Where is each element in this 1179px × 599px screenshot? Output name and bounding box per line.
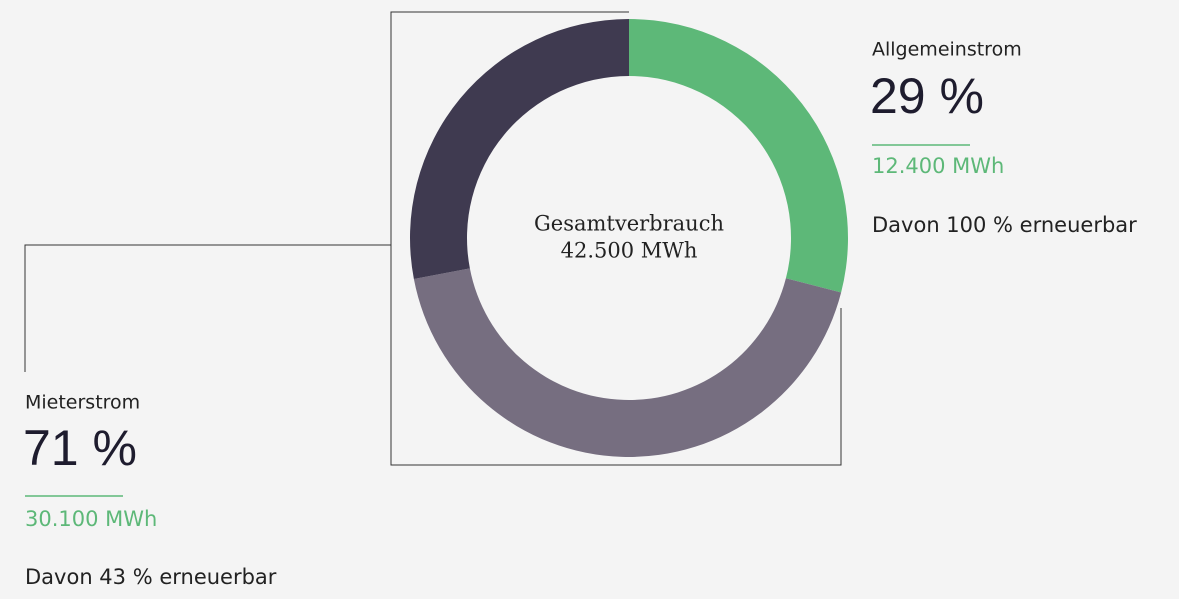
segment-amount: 30.100 MWh xyxy=(25,507,157,531)
center-value: 42.500 MWh xyxy=(561,239,698,263)
donut-segment xyxy=(410,19,629,280)
segment-share: 71 % xyxy=(23,420,137,476)
segment-note: Davon 43 % erneuerbar xyxy=(25,565,277,589)
bracket xyxy=(390,11,842,466)
segment-share: 29 % xyxy=(870,68,984,124)
connector-lines xyxy=(24,11,842,466)
segment-name: Allgemeinstrom xyxy=(872,39,1022,61)
donut-segment xyxy=(629,19,848,293)
donut-segment xyxy=(413,268,842,457)
segment-amount: 12.400 MWh xyxy=(872,154,1004,178)
center-title: Gesamtverbrauch xyxy=(534,212,724,236)
segment-name: Mieterstrom xyxy=(25,392,140,414)
donut xyxy=(410,19,848,457)
segment-note: Davon 100 % erneuerbar xyxy=(872,213,1137,237)
left-connector xyxy=(24,244,391,372)
